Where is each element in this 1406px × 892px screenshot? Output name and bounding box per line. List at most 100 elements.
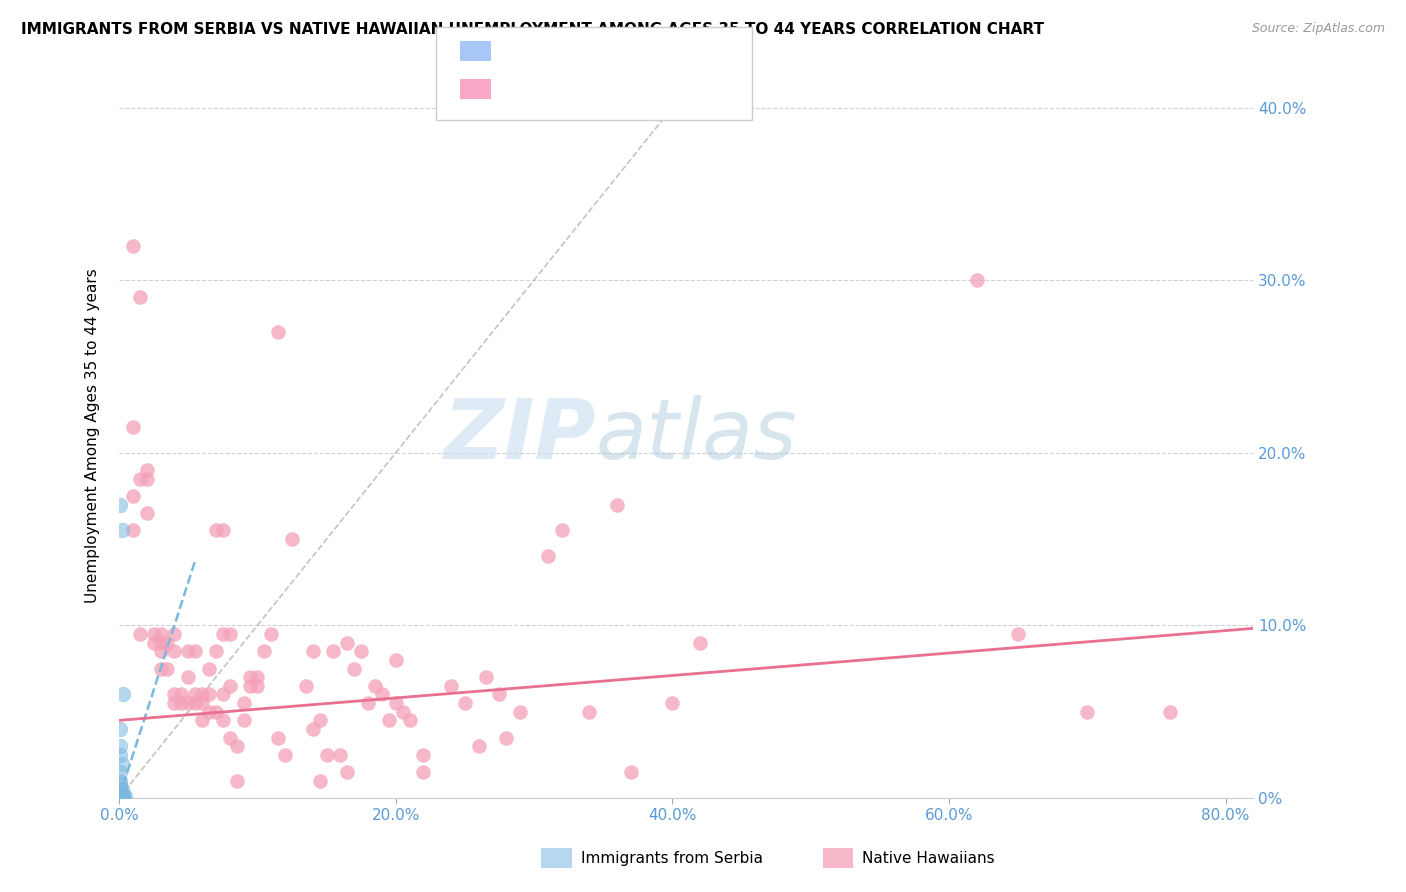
Point [177,696,200,710]
Point [343,662,366,676]
Point [110,791,132,805]
Point [225,739,247,754]
Point [142,627,165,641]
Point [267,731,290,745]
Point [110,791,132,805]
Point [364,679,387,693]
Point [163,688,186,702]
Point [110,782,132,797]
Point [110,777,132,791]
Point [112,789,135,804]
Point [191,714,214,728]
Point [246,670,269,684]
Text: atlas: atlas [595,395,797,476]
Point [177,670,200,684]
Point [371,688,394,702]
Point [205,705,228,719]
Point [110,791,132,805]
Point [110,791,132,805]
Point [110,791,132,805]
Point [301,722,323,736]
Point [315,747,337,762]
Text: Native Hawaiians: Native Hawaiians [862,851,994,865]
Point [267,325,290,339]
Point [398,714,420,728]
Point [467,739,489,754]
Point [110,791,132,805]
Point [110,791,132,805]
Point [620,765,643,780]
Text: N =: N = [578,44,621,58]
Text: R =: R = [501,44,534,58]
Point [110,791,132,805]
Point [578,705,600,719]
Point [110,791,132,805]
Point [253,644,276,658]
Point [322,644,344,658]
Point [350,644,373,658]
Point [111,782,134,797]
Point [606,498,628,512]
Point [110,791,132,805]
Point [110,791,132,805]
Point [110,791,132,805]
Point [239,670,262,684]
Point [966,273,988,287]
Point [163,627,186,641]
Point [537,549,560,564]
Point [110,791,132,805]
Point [110,791,132,805]
Point [149,627,172,641]
Point [110,791,132,805]
Text: N =: N = [578,82,621,96]
Point [211,714,233,728]
Point [110,791,132,805]
Point [111,756,134,771]
Point [495,731,517,745]
Point [509,705,531,719]
Point [198,662,221,676]
Point [111,791,134,805]
Point [110,791,132,805]
Point [391,705,413,719]
Point [110,791,132,805]
Point [114,789,136,804]
Point [135,506,157,520]
Point [142,636,165,650]
Point [156,636,179,650]
Point [378,714,401,728]
Point [110,791,132,805]
Text: 60: 60 [616,44,637,58]
Point [110,765,132,780]
Point [661,696,683,710]
Point [689,636,711,650]
Point [336,765,359,780]
Point [128,472,150,486]
Point [301,644,323,658]
Text: Source: ZipAtlas.com: Source: ZipAtlas.com [1251,22,1385,36]
Point [239,679,262,693]
Point [336,636,359,650]
Point [454,696,477,710]
Point [111,524,134,538]
Point [308,714,330,728]
Point [191,688,214,702]
Point [110,791,132,805]
Point [128,290,150,304]
Point [198,705,221,719]
Point [184,644,207,658]
Text: 0.176: 0.176 [529,44,576,58]
Point [135,463,157,477]
Point [110,789,132,804]
Point [246,679,269,693]
Point [211,688,233,702]
Point [211,627,233,641]
Point [110,791,132,805]
Text: ZIP: ZIP [443,395,595,476]
Point [170,696,193,710]
Point [110,791,132,805]
Point [550,524,572,538]
Point [122,420,145,434]
Text: 98: 98 [616,82,637,96]
Point [281,532,304,546]
